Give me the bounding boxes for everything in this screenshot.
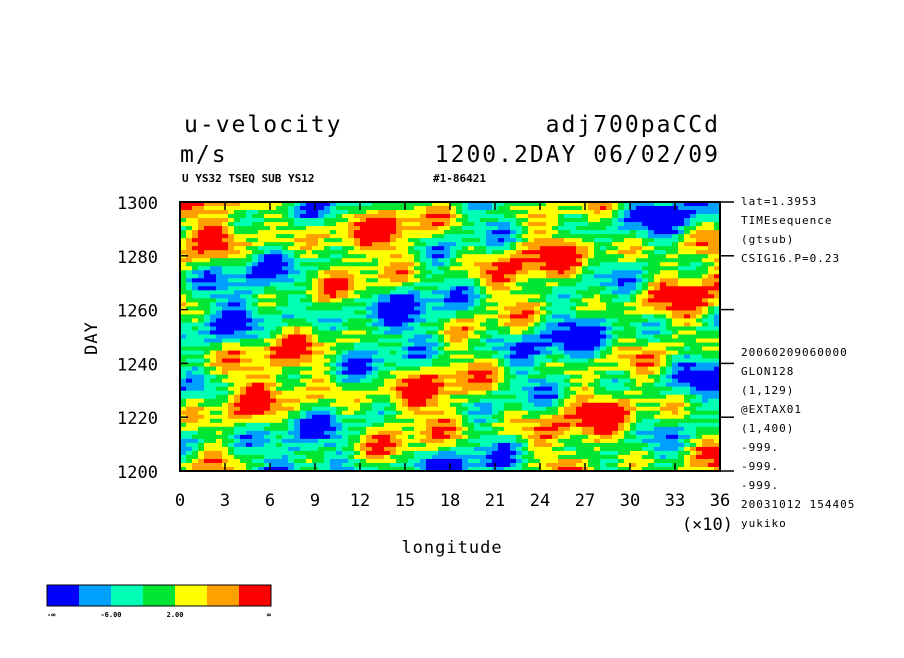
colorbar-label: -∞ [47,611,55,619]
subtitle-right: #1-86421 [433,172,486,185]
x-tick-label: 24 [530,491,550,511]
units-label: m/s [180,142,228,168]
colorbar-swatch [47,585,79,606]
x-tick-label: 3 [220,491,230,511]
heatmap-field [180,202,721,472]
side-info-line: 20031012 154405 [741,498,855,511]
y-tick-label: 1200 [117,463,158,483]
title-left: u-velocity [184,112,342,138]
y-tick-label: 1300 [117,194,158,214]
side-info-line: TIMEsequence [741,214,832,227]
x-tick-label: 36 [710,491,730,511]
colorbar-label: ∞ [267,611,271,619]
side-info-line: -999. [741,479,779,492]
side-info-line: yukiko [741,517,787,530]
y-tick-label: 1260 [117,302,158,322]
side-info-line: @EXTAX01 [741,403,802,416]
x-tick-label: 9 [310,491,320,511]
y-tick-label: 1220 [117,409,158,429]
y-axis-label: DAY [82,321,102,355]
side-info-line: -999. [741,460,779,473]
time-label: 1200.2DAY 06/02/09 [435,142,720,168]
x-multiplier: (×10) [682,515,733,535]
x-tick-label: 6 [265,491,275,511]
colorbar-label: -6.00 [100,611,121,619]
side-info-line: GLON128 [741,365,794,378]
colorbar-swatch [207,585,239,606]
x-tick-label: 18 [440,491,460,511]
side-info-line: -999. [741,441,779,454]
x-tick-label: 15 [395,491,415,511]
y-tick-label: 1280 [117,248,158,268]
colorbar-label: 2.00 [167,611,184,619]
title-right: adj700paCCd [546,112,720,138]
side-info-line: CSIG16.P=0.23 [741,252,840,265]
x-tick-label: 30 [620,491,640,511]
x-tick-label: 21 [485,491,505,511]
x-tick-label: 0 [175,491,185,511]
side-info-line: 20060209060000 [741,346,848,359]
x-axis-label: longitude [401,538,502,558]
x-tick-label: 27 [575,491,595,511]
colorbar-swatch [143,585,175,606]
side-info-line: lat=1.3953 [741,195,817,208]
colorbar: -∞ -6.00 2.00 ∞ [47,585,271,619]
side-info-line: (1,129) [741,384,794,397]
x-tick-label: 33 [665,491,685,511]
side-info: lat=1.3953 TIMEsequence (gtsub) CSIG16.P=0.… [741,195,855,530]
side-info-line: (1,400) [741,422,794,435]
colorbar-swatch [79,585,111,606]
colorbar-swatch [239,585,271,606]
colorbar-swatch [175,585,207,606]
side-info-line: (gtsub) [741,233,794,246]
colorbar-swatch [111,585,143,606]
subtitle-left: U YS32 TSEQ SUB YS12 [182,172,314,185]
x-tick-label: 12 [350,491,370,511]
y-tick-label: 1240 [117,355,158,375]
